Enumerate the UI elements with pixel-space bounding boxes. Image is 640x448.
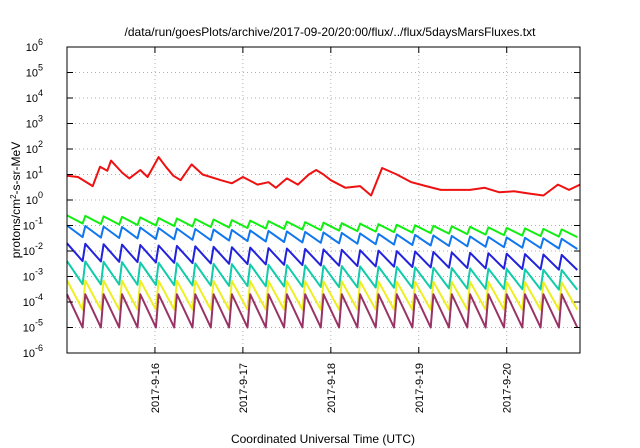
x-axis-ticks: 2017-9-16 2017-9-17 2017-9-18 2017-9-19 2017… bbox=[150, 47, 514, 413]
y-axis-ticks: 10-6 10-5 10-4 10-3 10-2 10-1 100 101 102 103 104 1… bbox=[23, 37, 580, 360]
y-axis-label-base: protons/cm bbox=[9, 199, 23, 258]
y-tick-label: 10-5 bbox=[23, 318, 43, 335]
y-tick-label: 10-2 bbox=[23, 241, 43, 258]
y-tick-label: 10-1 bbox=[23, 216, 43, 233]
x-tick-label: 2017-9-20 bbox=[502, 363, 514, 413]
series-line bbox=[66, 156, 581, 197]
x-tick-label: 2017-9-18 bbox=[326, 363, 338, 413]
y-tick-label: 100 bbox=[26, 190, 43, 207]
series-line bbox=[66, 260, 579, 291]
series-group bbox=[66, 156, 581, 329]
y-tick-label: 106 bbox=[26, 37, 43, 54]
x-tick-label: 2017-9-16 bbox=[150, 363, 162, 413]
x-tick-label: 2017-9-17 bbox=[238, 363, 250, 413]
y-axis-label-sup: 2 bbox=[9, 194, 18, 199]
x-axis-label: Coordinated Universal Time (UTC) bbox=[231, 432, 415, 446]
y-tick-label: 103 bbox=[26, 114, 43, 131]
y-tick-label: 102 bbox=[26, 139, 43, 156]
series-line bbox=[66, 279, 579, 311]
x-tick-label: 2017-9-19 bbox=[414, 363, 426, 413]
y-tick-label: 10-4 bbox=[23, 292, 43, 309]
y-tick-label: 105 bbox=[26, 63, 43, 80]
series-line bbox=[66, 293, 579, 329]
y-tick-label: 10-6 bbox=[23, 343, 43, 360]
series-line bbox=[66, 242, 578, 271]
y-tick-label: 104 bbox=[26, 88, 43, 105]
y-axis-label: protons/cm2-s-sr-MeV bbox=[9, 142, 24, 258]
series-line bbox=[66, 214, 578, 238]
y-tick-label: 10-3 bbox=[23, 267, 43, 284]
chart-title: /data/run/goesPlots/archive/2017-09-20/2… bbox=[125, 25, 537, 39]
y-axis-label-rest: -s-sr-MeV bbox=[9, 142, 23, 195]
series-line bbox=[66, 224, 578, 250]
y-tick-label: 101 bbox=[26, 165, 43, 182]
